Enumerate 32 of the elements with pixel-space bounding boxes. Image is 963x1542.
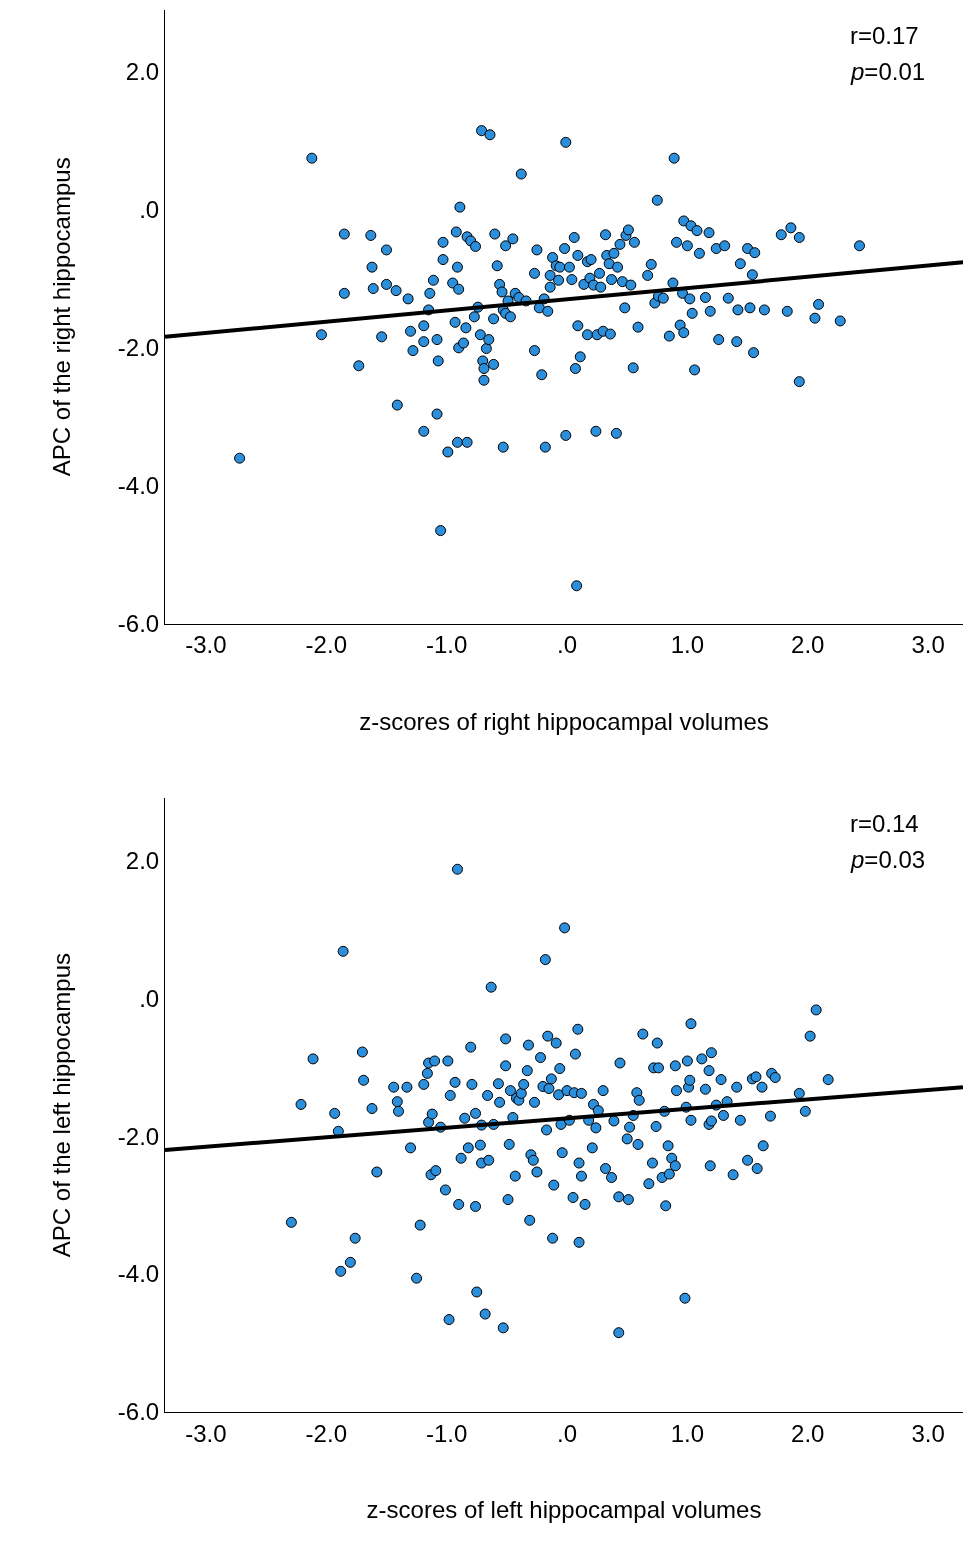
annotation: r=0.14 <box>850 810 919 837</box>
x-tick-label: 1.0 <box>670 1419 705 1447</box>
y-tick-label: -2.0 <box>117 1122 160 1150</box>
x-tick-label: .0 <box>557 631 578 659</box>
x-tick-label: 1.0 <box>670 631 705 659</box>
y-tick-label: -6.0 <box>117 610 160 638</box>
x-tick-label: 3.0 <box>911 1419 945 1447</box>
annotation: r=0.17 <box>850 22 919 49</box>
annotation: p=0.01 <box>850 58 926 85</box>
x-axis-title: z-scores of left hippocampal volumes <box>366 1496 762 1524</box>
y-tick-label: -4.0 <box>117 1260 160 1288</box>
y-tick-label: -4.0 <box>117 472 160 500</box>
y-tick-label: 2.0 <box>125 846 160 874</box>
y-tick-label: -2.0 <box>117 334 160 362</box>
y-tick-label: .0 <box>139 984 160 1012</box>
y-axis-title: APC of the left hippocampus <box>47 953 75 1258</box>
y-tick-label: .0 <box>139 196 160 224</box>
x-tick-label: 3.0 <box>911 631 945 659</box>
y-tick-label: -6.0 <box>117 1398 160 1426</box>
y-axis-title: APC of the right hippocampus <box>47 157 75 477</box>
x-axis-title: z-scores of right hippocampal volumes <box>359 707 769 735</box>
x-tick-label: 2.0 <box>791 631 825 659</box>
x-tick-label: -3.0 <box>185 1419 227 1447</box>
x-tick-label: -1.0 <box>425 1419 468 1447</box>
x-tick-label: -1.0 <box>425 631 468 659</box>
annotation: p=0.03 <box>850 846 926 873</box>
x-tick-label: -3.0 <box>185 631 227 659</box>
x-tick-label: -2.0 <box>305 1419 347 1447</box>
y-tick-label: 2.0 <box>125 58 160 86</box>
x-tick-label: 2.0 <box>791 1419 825 1447</box>
x-tick-label: .0 <box>557 1419 578 1447</box>
x-tick-label: -2.0 <box>305 631 347 659</box>
